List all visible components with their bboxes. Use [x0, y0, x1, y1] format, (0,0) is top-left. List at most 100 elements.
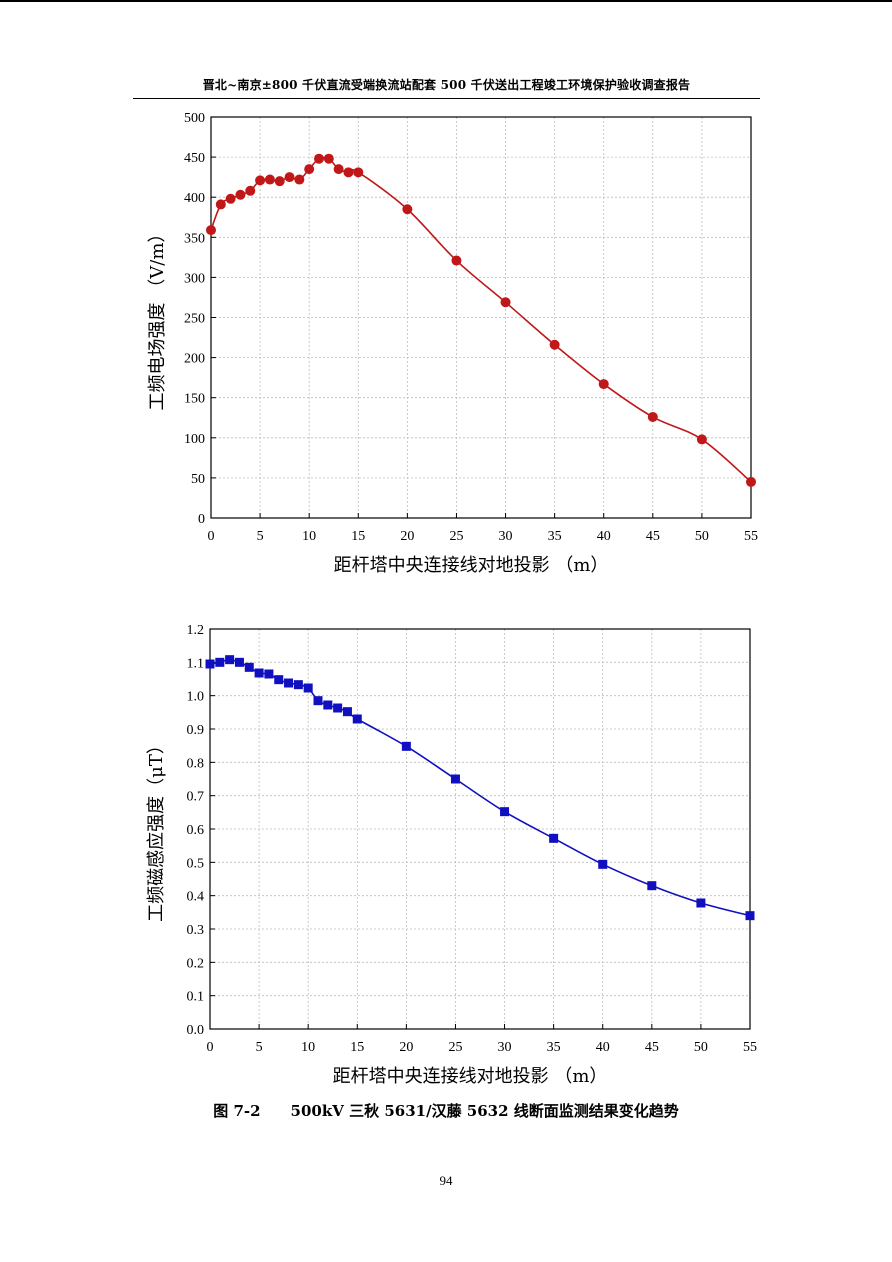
y-tick-label: 400 [184, 191, 205, 206]
series-line [209, 658, 751, 917]
y-tick-label: 0.0 [187, 1023, 205, 1038]
data-point [746, 476, 756, 487]
y-tick-label: 200 [184, 352, 205, 367]
data-point [401, 741, 411, 751]
data-point [255, 175, 266, 186]
data-point [696, 434, 707, 445]
y-tick-label: 100 [184, 432, 205, 447]
y-tick-label: 250 [184, 312, 205, 327]
x-tick-label: 25 [449, 529, 463, 544]
data-point [264, 669, 274, 679]
electric-field-chart: 0 5 10 15 20 25 30 35 40 45 50 55 0 50 100 150 200 250 300… [147, 111, 758, 576]
x-tick-label: 5 [256, 1040, 263, 1055]
data-point [313, 696, 323, 706]
data-point [244, 662, 254, 672]
data-point [696, 898, 706, 908]
y-tick-label: 0.4 [187, 890, 205, 905]
y-tick-label: 0.2 [187, 956, 205, 971]
data-point [333, 703, 343, 713]
data-point [333, 164, 344, 175]
header-rule [133, 98, 760, 99]
x-tick-label: 10 [301, 1040, 315, 1055]
y-tick-label: 0.1 [187, 990, 205, 1005]
data-point [647, 881, 657, 891]
x-tick-label: 0 [207, 1040, 214, 1055]
data-point [343, 167, 354, 178]
data-point [303, 683, 313, 693]
x-tick-label: 5 [257, 529, 264, 544]
data-point [284, 678, 294, 688]
y-tick-label: 0.7 [187, 790, 205, 805]
data-point [235, 189, 246, 200]
data-point [402, 204, 413, 215]
x-tick-label: 45 [645, 1040, 659, 1055]
data-point [598, 379, 609, 390]
x-tick-label: 35 [547, 1040, 561, 1055]
report-header: 晋北~南京±800 千伏直流受端换流站配套 500 千伏送出工程竣工环境保护验收… [202, 78, 691, 92]
data-point [323, 700, 333, 710]
x-tick-label: 20 [399, 1040, 413, 1055]
data-point [647, 411, 658, 422]
x-tick-label: 55 [743, 1040, 757, 1055]
y-tick-label: 450 [184, 151, 205, 166]
x-tick-label: 20 [400, 529, 414, 544]
data-point [549, 833, 559, 843]
data-point [215, 199, 226, 210]
x-tick-label: 50 [694, 1040, 708, 1055]
data-point [500, 297, 511, 308]
y-tick-label: 0.9 [187, 723, 205, 738]
y-axis-title: 工频磁感应强度（μT） [146, 736, 167, 922]
data-point [353, 167, 364, 178]
data-point [284, 172, 295, 183]
x-tick-label: 15 [351, 529, 365, 544]
x-axis-title: 距杆塔中央连接线对地投影 （m） [334, 555, 609, 576]
data-point [225, 193, 236, 204]
grid-lines [210, 629, 750, 1029]
data-point [500, 807, 510, 817]
x-tick-label: 25 [448, 1040, 462, 1055]
y-tick-label: 1.1 [187, 656, 205, 671]
grid-lines [211, 117, 751, 518]
data-point [274, 675, 284, 685]
data-point [215, 657, 225, 667]
data-point [205, 659, 215, 669]
x-tick-label: 55 [744, 529, 758, 544]
data-point [450, 774, 460, 784]
x-tick-label: 30 [499, 529, 513, 544]
page-number: 94 [439, 1173, 453, 1188]
y-tick-label: 1.2 [187, 623, 205, 638]
y-tick-label: 0.6 [187, 823, 205, 838]
data-point [549, 339, 560, 350]
y-tick-label: 350 [184, 231, 205, 246]
data-point [323, 153, 334, 164]
x-tick-label: 45 [646, 529, 660, 544]
y-tick-label: 1.0 [187, 690, 205, 705]
data-point [294, 174, 305, 185]
x-axis-title: 距杆塔中央连接线对地投影 （m） [333, 1066, 608, 1087]
data-point [264, 174, 275, 185]
x-tick-label: 40 [597, 529, 611, 544]
data-point [274, 176, 285, 187]
data-point [254, 668, 264, 678]
figure-caption: 图 7-2 500kV 三秋 5631/汉藤 5632 线断面监测结果变化趋势 [213, 1102, 679, 1120]
x-tick-label: 10 [302, 529, 316, 544]
magnetic-field-chart: 0 5 10 15 20 25 30 35 40 45 50 55 0.0 0.1 0.2 0.3 0.4 0.5… [146, 623, 757, 1087]
page-top-border [0, 0, 892, 2]
y-axis-title: 工频电场强度 （V/m） [147, 225, 168, 411]
data-point [342, 707, 352, 717]
y-tick-label: 0.5 [187, 856, 205, 871]
x-tick-label: 50 [695, 529, 709, 544]
y-tick-label: 150 [184, 392, 205, 407]
data-point [352, 714, 362, 724]
x-tick-label: 15 [350, 1040, 364, 1055]
x-tick-label: 35 [548, 529, 562, 544]
data-point [745, 911, 755, 921]
y-tick-label: 300 [184, 271, 205, 286]
y-tick-label: 50 [191, 472, 205, 487]
data-point [225, 655, 235, 665]
data-point [234, 657, 244, 667]
data-point [314, 153, 324, 164]
x-tick-label: 30 [498, 1040, 512, 1055]
y-tick-label: 0 [198, 512, 205, 527]
data-point [206, 225, 216, 236]
